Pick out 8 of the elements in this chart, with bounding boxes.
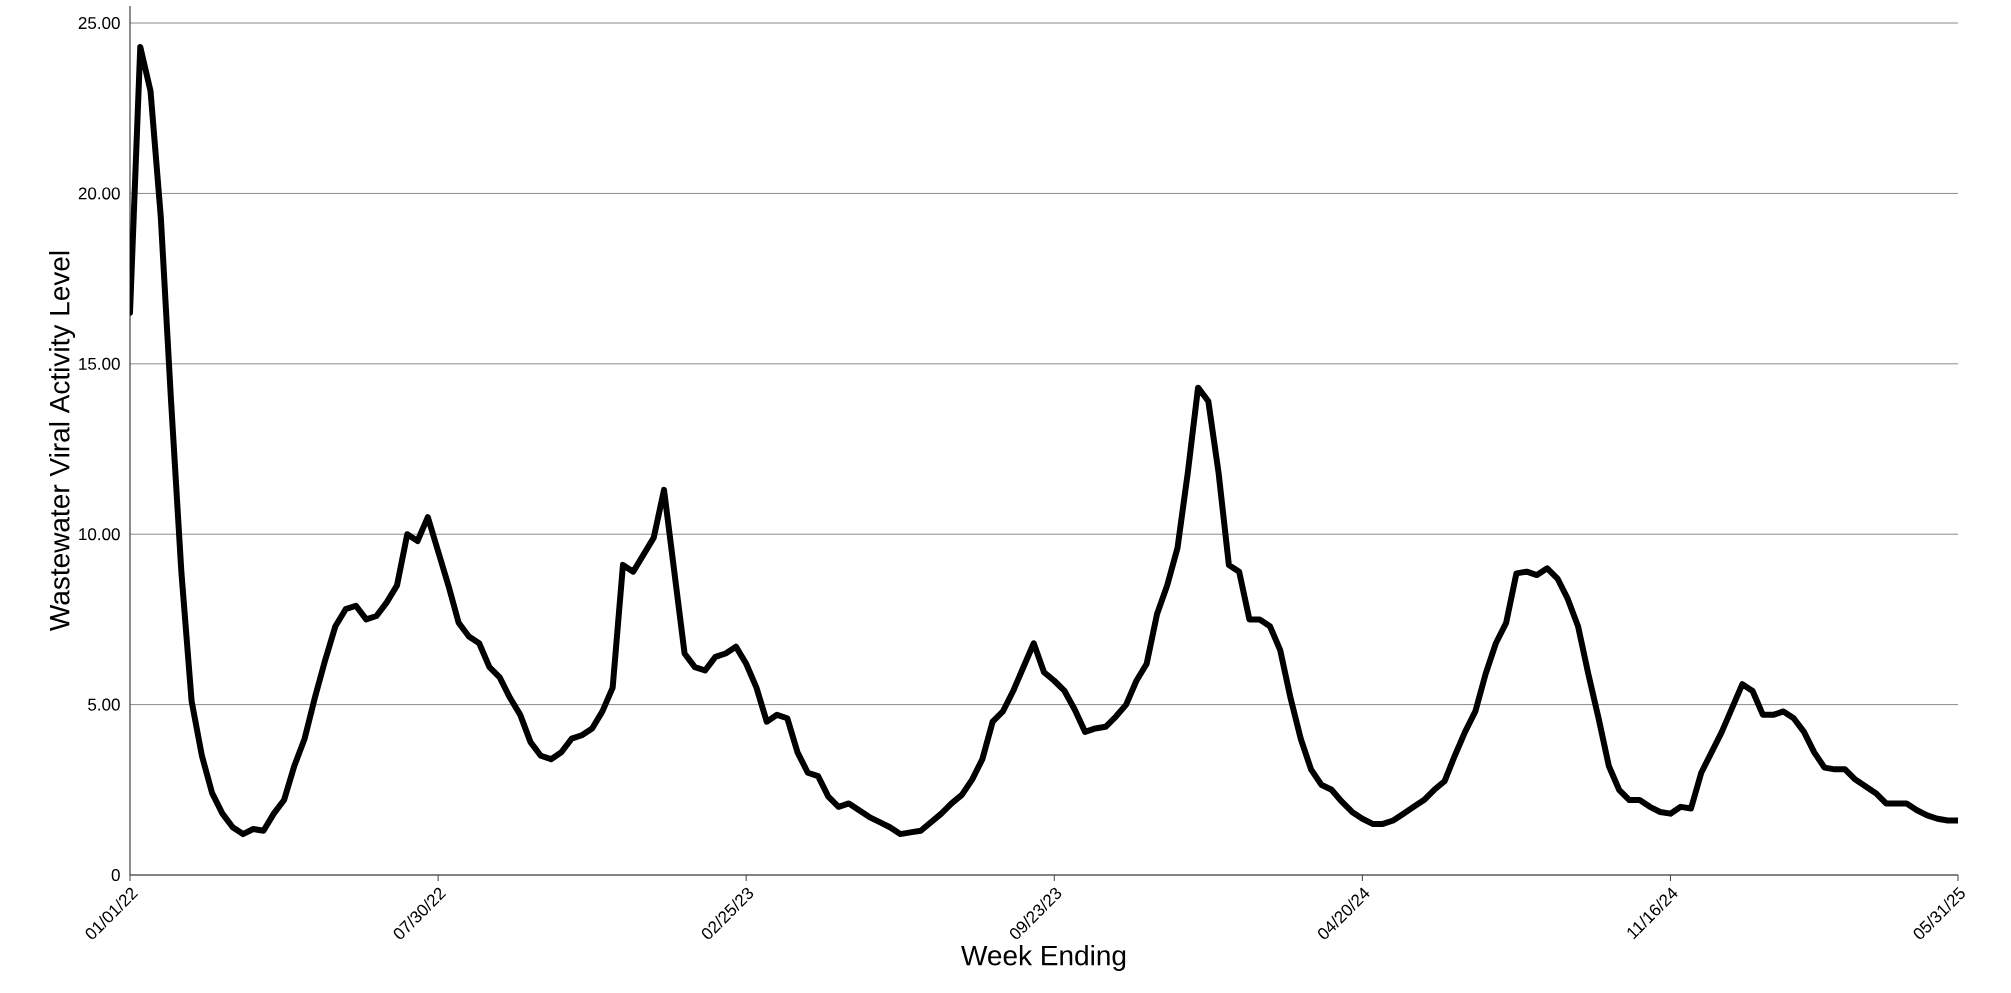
y-tick-label: 20.00 (78, 187, 120, 200)
y-tick-label: 10.00 (79, 528, 120, 541)
y-tick-label: 25.00 (78, 17, 120, 30)
y-tick-label: 0 (111, 868, 120, 882)
y-axis-title: Wastewater Viral Activity Level (48, 251, 76, 631)
x-axis-title: Week Ending (961, 944, 1126, 972)
y-tick-label: 15.00 (79, 357, 120, 370)
y-tick-label: 5.00 (88, 698, 120, 711)
